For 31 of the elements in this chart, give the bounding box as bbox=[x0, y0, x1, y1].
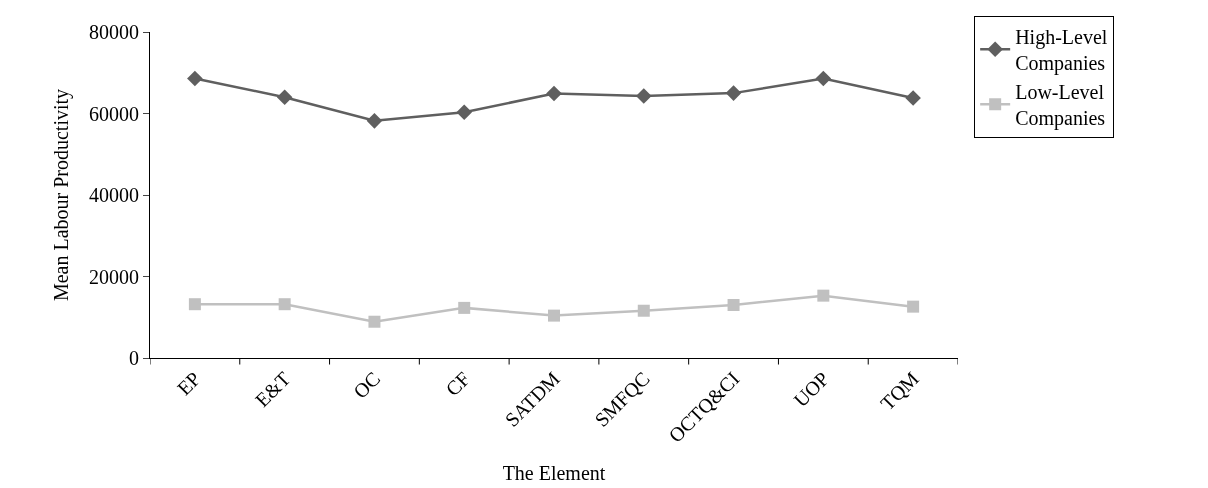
y-tick-label: 40000 bbox=[89, 184, 139, 206]
legend-label: Low-Level Companies bbox=[1015, 81, 1106, 130]
x-tick-label: OC bbox=[349, 367, 385, 403]
y-tick-label: 20000 bbox=[89, 265, 139, 288]
point bbox=[366, 113, 383, 129]
x-tick-label: EP bbox=[172, 367, 205, 400]
y-tick-label: 60000 bbox=[89, 102, 139, 125]
point bbox=[548, 309, 560, 322]
x-tick-label: CF bbox=[441, 367, 475, 401]
point bbox=[188, 298, 201, 311]
point bbox=[907, 300, 920, 313]
legend-label: High-Level Companies bbox=[1015, 26, 1108, 75]
point bbox=[905, 90, 921, 106]
x-tick-label: UOP bbox=[789, 367, 834, 412]
x-axis-title: The Element bbox=[502, 462, 606, 485]
point bbox=[546, 85, 562, 102]
point bbox=[817, 289, 830, 302]
point bbox=[276, 89, 293, 105]
point bbox=[815, 70, 832, 87]
point bbox=[725, 85, 742, 101]
point bbox=[458, 301, 471, 314]
point bbox=[456, 104, 473, 121]
y-tick-label: 0 bbox=[129, 347, 139, 369]
point bbox=[278, 298, 291, 311]
y-tick-label: 80000 bbox=[89, 21, 139, 43]
point bbox=[637, 304, 650, 317]
point bbox=[368, 315, 381, 328]
point bbox=[727, 299, 740, 312]
point bbox=[187, 70, 203, 87]
y-axis-title: Mean Labour Productivity bbox=[49, 88, 73, 302]
point bbox=[635, 88, 652, 104]
